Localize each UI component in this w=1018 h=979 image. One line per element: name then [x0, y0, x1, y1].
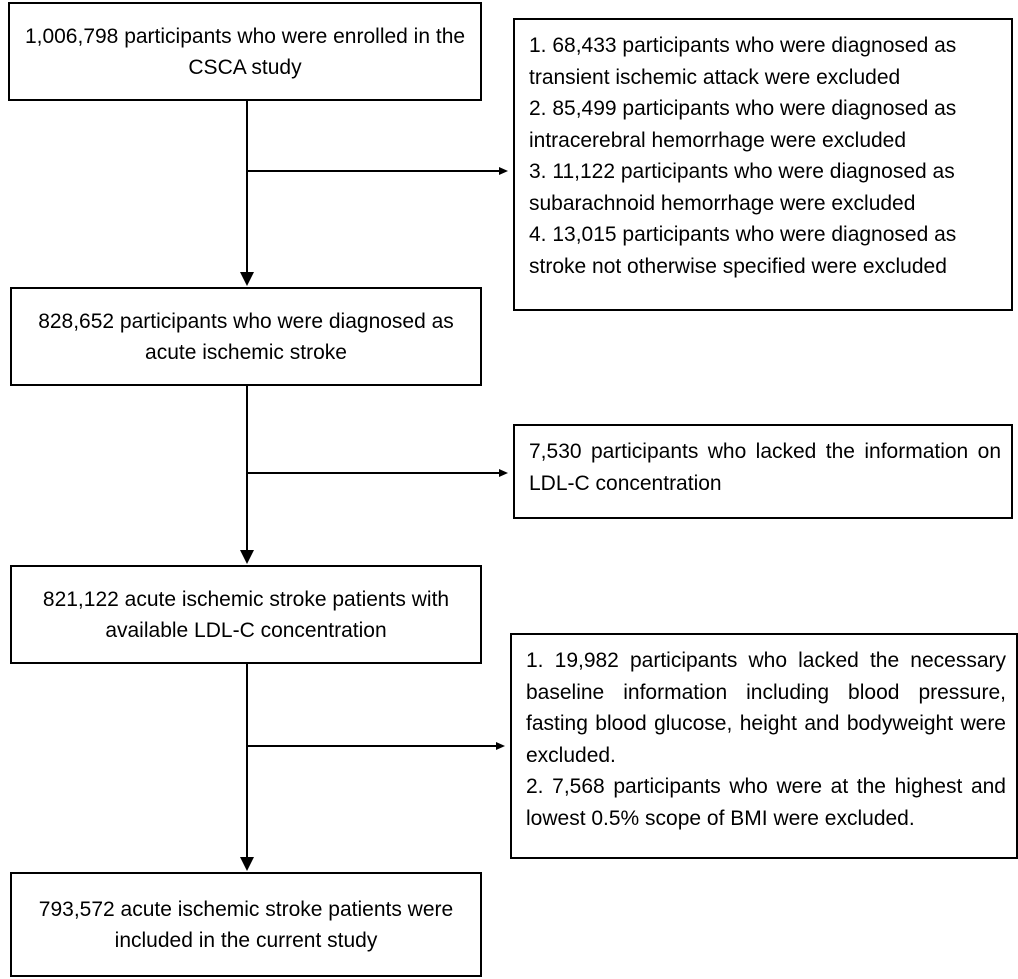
connector-vertical-3 [246, 664, 248, 858]
arrow-down-3 [240, 857, 254, 871]
arrow-down-1 [240, 272, 254, 286]
arrow-right-3 [496, 742, 505, 750]
exclusion-item: 1. 19,982 participants who lacked the ne… [526, 649, 1006, 767]
box-included: 793,572 acute ischemic stroke patients w… [10, 872, 482, 977]
exclusion-item: 3. 11,122 participants who were diagnose… [529, 160, 955, 215]
box-diagnosed: 828,652 participants who were diagnosed … [10, 287, 482, 386]
exclusion-box-1: 1. 68,433 participants who were diagnose… [513, 18, 1013, 311]
enrolled-text: 1,006,798 participants who were enrolled… [24, 24, 466, 79]
arrow-right-2 [499, 469, 508, 477]
connector-horizontal-2 [248, 472, 500, 474]
arrow-down-2 [240, 550, 254, 564]
included-text: 793,572 acute ischemic stroke patients w… [38, 897, 454, 952]
exclusion-item: 7,530 participants who lacked the inform… [529, 440, 1001, 495]
connector-vertical-1 [246, 101, 248, 273]
exclusion-item: 2. 7,568 participants who were at the hi… [526, 775, 1006, 830]
exclusion-item: 4. 13,015 participants who were diagnose… [529, 223, 957, 278]
box-enrolled: 1,006,798 participants who were enrolled… [8, 2, 482, 101]
exclusion-item: 1. 68,433 participants who were diagnose… [529, 34, 957, 89]
diagnosed-text: 828,652 participants who were diagnosed … [38, 309, 454, 364]
exclusion-item: 2. 85,499 participants who were diagnose… [529, 97, 957, 152]
exclusion-box-2: 7,530 participants who lacked the inform… [513, 424, 1013, 519]
connector-horizontal-3 [248, 745, 497, 747]
box-available: 821,122 acute ischemic stroke patients w… [10, 565, 482, 664]
arrow-right-1 [499, 167, 508, 175]
available-text: 821,122 acute ischemic stroke patients w… [42, 587, 450, 642]
connector-horizontal-1 [248, 170, 500, 172]
connector-vertical-2 [246, 386, 248, 551]
exclusion-box-3: 1. 19,982 participants who lacked the ne… [510, 633, 1018, 859]
